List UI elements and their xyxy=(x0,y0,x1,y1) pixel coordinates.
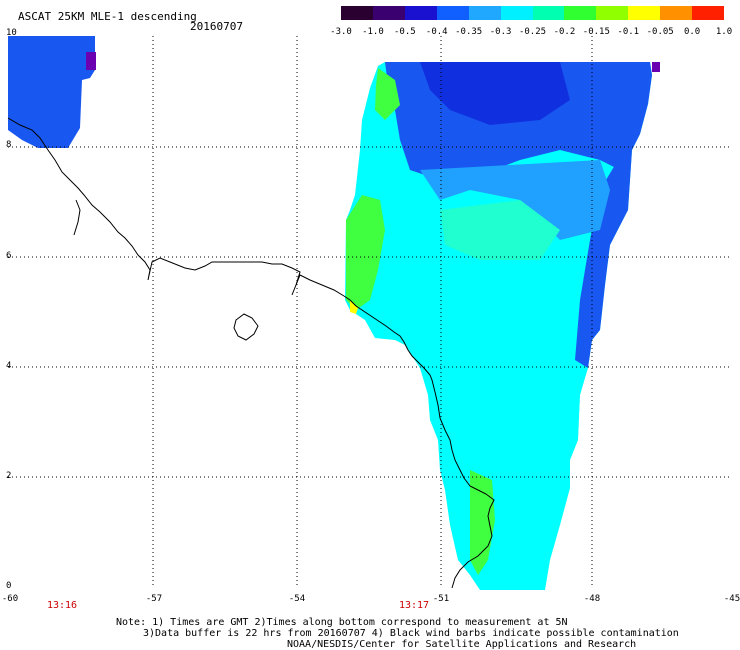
lon-label-60: -60 xyxy=(1,594,19,604)
swath-right-blue xyxy=(575,150,632,368)
colorbar-segment xyxy=(596,6,629,20)
colorbar-segment xyxy=(404,6,438,20)
swath-purple-spot xyxy=(652,62,660,72)
wind-swath xyxy=(8,36,660,590)
colorbar-segment xyxy=(468,6,502,20)
colorbar-label: -3.0 xyxy=(330,27,352,37)
lat-label-8: 8 xyxy=(6,140,12,150)
note-line-2: 3)Data buffer is 22 hrs from 20160707 4)… xyxy=(143,628,679,639)
colorbar-segment xyxy=(372,6,406,20)
swath-upper-left xyxy=(8,36,95,148)
lat-label-2: 2 xyxy=(6,471,12,481)
colorbar-segment xyxy=(436,6,470,20)
lon-label-57: -57 xyxy=(145,594,163,604)
colorbar-segment xyxy=(532,6,565,20)
swath-mid-blue xyxy=(420,160,610,240)
colorbar-label: -0.25 xyxy=(518,27,547,37)
river-outline xyxy=(73,199,81,236)
island-outline xyxy=(233,313,259,341)
colorbar-label: -0.2 xyxy=(553,27,576,37)
lon-label-45: -45 xyxy=(723,594,740,604)
swath-green-coast xyxy=(346,195,385,310)
lon-label-51: -51 xyxy=(432,594,450,604)
lat-label-10: 10 xyxy=(6,28,17,38)
colorbar-label: -1.0 xyxy=(362,27,384,37)
colorbar-label: -0.15 xyxy=(582,27,610,37)
swath-purple-spot-left xyxy=(86,52,96,70)
colorbar-label: 0.0 xyxy=(683,27,701,37)
colorbar-label: -0.05 xyxy=(646,27,674,37)
colorbar-segment xyxy=(564,6,597,20)
colorbar-segment xyxy=(660,6,693,20)
lon-label-48: -48 xyxy=(583,594,601,604)
lon-label-54: -54 xyxy=(288,594,306,604)
colorbar-segment xyxy=(628,6,661,20)
colorbar-label: -0.3 xyxy=(489,27,512,37)
colorbar xyxy=(341,6,725,20)
lat-label-0: 0 xyxy=(6,581,12,591)
swath-aqua-center xyxy=(440,200,560,260)
colorbar-segment xyxy=(692,6,725,20)
swath-yellow-spot xyxy=(350,300,358,314)
note-line-1: Note: 1) Times are GMT 2)Times along bot… xyxy=(116,617,568,628)
colorbar-label: 1.0 xyxy=(715,27,733,37)
swath-green-top xyxy=(375,68,400,120)
time-label-left: 13:16 xyxy=(46,600,78,611)
credit-line: NOAA/NESDIS/Center for Satellite Applica… xyxy=(287,639,637,650)
map-title: ASCAT 25KM MLE-1 descending xyxy=(18,10,197,23)
colorbar-segment xyxy=(341,6,374,20)
lat-label-6: 6 xyxy=(6,251,12,261)
map-date: 20160707 xyxy=(190,20,243,33)
colorbar-segment xyxy=(500,6,533,20)
colorbar-label: -0.1 xyxy=(617,27,640,37)
time-label-right: 13:17 xyxy=(398,600,430,611)
coastline xyxy=(7,117,495,589)
lat-label-4: 4 xyxy=(6,361,12,371)
swath-deep-blue xyxy=(420,62,570,125)
colorbar-label: -0.35 xyxy=(455,27,483,37)
lat-lon-grid xyxy=(8,36,730,588)
colorbar-label: -0.5 xyxy=(393,27,416,37)
colorbar-label: -0.4 xyxy=(425,27,448,37)
